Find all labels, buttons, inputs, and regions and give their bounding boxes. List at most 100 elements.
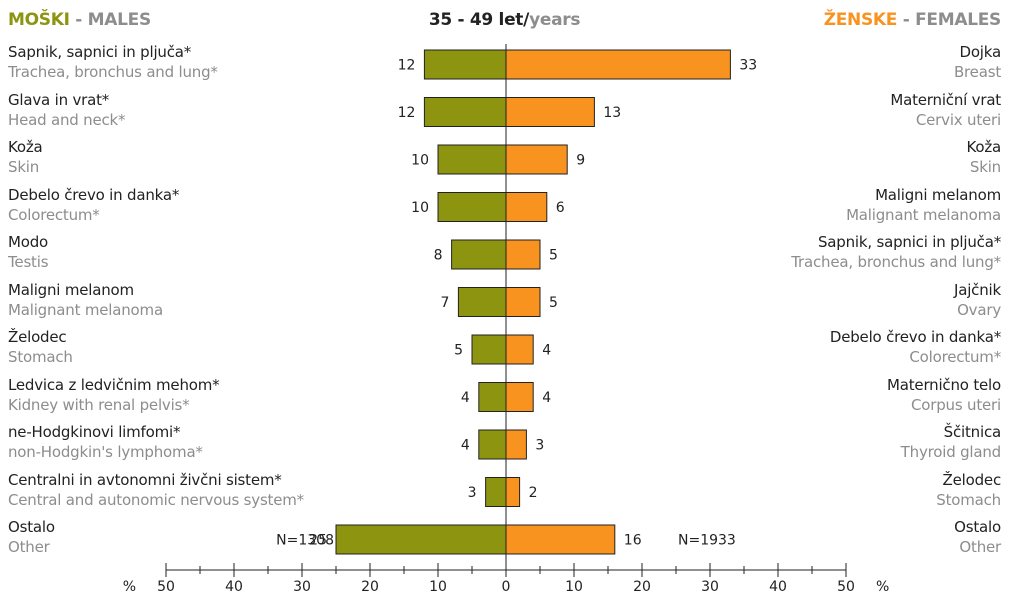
x-tick-label: 50 [157,579,175,595]
male-site-label-en: Malignant melanoma [8,300,163,319]
female-site-label-sl: Maternično telo [887,375,1001,394]
male-site-label-sl: Centralni in avtonomni živčni sistem* [8,470,282,489]
male-site-label: Debelo črevo in danka* Colorectum* [8,185,179,225]
male-bar [485,477,507,507]
female-bar-value: 2 [529,485,538,501]
female-bar [505,334,534,365]
male-site-label: Koža Skin [8,137,43,177]
male-site-label-sl: Želodec [8,328,67,346]
male-bar-value: 12 [398,58,416,74]
female-bar-value: 5 [549,295,558,311]
female-site-label: Materniční vrat Cervix uteri [890,90,1001,130]
female-site-label-sl: Želodec [942,470,1002,489]
female-site-label-en: Breast [953,63,1001,81]
male-site-label: ne-Hodgkinovi limfomi* non-Hodgkin's lymp… [8,422,203,462]
female-site-label-en: Trachea, bronchus and lung* [791,253,1001,271]
female-bar [505,144,568,175]
male-site-label-sl: Ledvica z ledvičnim mehom* [8,375,220,394]
female-bar-value: 4 [542,343,551,359]
female-site-label-sl: Debelo črevo in danka* [829,328,1001,346]
female-site-label-en: Other [959,538,1001,556]
x-tick-label: 10 [429,579,447,595]
male-site-label-en: Head and neck* [8,110,126,129]
male-site-label: Glava in vrat* Head and neck* [8,90,126,130]
female-site-label: Dojka Breast [954,42,1001,82]
male-bar [437,144,507,175]
female-site-label-en: Malignant melanoma [846,205,1001,224]
male-bar [457,287,507,317]
male-site-label-en: Trachea, bronchus and lung* [8,63,218,81]
female-bar [505,382,534,412]
male-site-label-en: Kidney with renal pelvis* [8,395,190,414]
female-bar [505,477,521,507]
x-tick-label: 20 [633,579,651,595]
female-site-label: Želodec Stomach [936,470,1001,510]
female-bar [505,49,731,80]
x-tick-label: 40 [225,579,243,595]
females-header-sep: - [897,10,916,30]
male-site-label: Ostalo Other [8,517,55,557]
female-bar [505,429,527,460]
female-site-label: Maternično telo Corpus uteri [887,375,1001,415]
female-site-label-sl: Ščitnica [943,423,1002,441]
x-unit-right: % [876,579,889,595]
male-bar [478,382,507,412]
female-site-label-sl: Dojka [959,43,1001,61]
female-bar-value: 6 [556,200,565,216]
male-bar-value: 8 [434,248,443,264]
males-n-label: N=1308 [276,533,334,549]
male-bar-value: 7 [440,295,449,311]
female-site-label-en: Colorectum* [909,348,1001,366]
female-site-label-sl: Materniční vrat [890,90,1001,109]
male-site-label-en: Colorectum* [8,205,100,224]
females-header-sl: ŽENSKE [823,10,898,30]
male-site-label-sl: Koža [8,138,43,156]
male-site-label-en: Other [8,538,50,556]
x-tick-label: 30 [701,579,719,595]
male-bar-value: 25 [309,533,327,549]
female-site-label: Ščitnica Thyroid gland [901,422,1002,462]
female-site-label-en: Skin [969,158,1001,176]
female-site-label: Jajčnik Ovary [954,280,1001,320]
male-site-label-sl: Glava in vrat* [8,90,110,109]
female-site-label: Maligni melanom Malignant melanoma [846,185,1001,225]
female-site-label-sl: Jajčnik [954,280,1001,299]
female-bar-value: 9 [576,153,585,169]
male-bar-value: 10 [411,153,429,169]
male-bar [423,49,507,80]
male-bar-value: 3 [468,485,477,501]
male-site-label-en: Stomach [8,348,73,366]
female-site-label-en: Cervix uteri [915,110,1001,129]
female-site-label: Koža Skin [966,137,1001,177]
male-site-label-sl: Modo [8,233,49,251]
female-site-label: Debelo črevo in danka* Colorectum* [830,327,1001,367]
female-bar-value: 4 [542,390,551,406]
x-tick-label: 40 [769,579,787,595]
female-bar-value: 33 [739,58,757,74]
female-bar [505,239,541,270]
female-site-label-en: Corpus uteri [911,395,1001,414]
male-site-label-en: Central and autonomic nervous system* [8,490,304,509]
female-bar [505,97,595,127]
male-bar-value: 4 [461,438,470,454]
female-site-label-sl: Maligni melanom [875,185,1001,204]
male-bar [437,192,507,222]
age-group-slash: / [523,10,530,30]
males-header-sl: MOŠKI [8,10,70,30]
female-site-label-sl: Ostalo [954,518,1001,536]
male-site-label-en: Testis [8,253,49,271]
female-site-label: Sapnik, sapnici in pljuča* Trachea, bronc… [791,232,1001,272]
female-site-label-sl: Sapnik, sapnici in pljuča* [817,233,1001,251]
male-bar [471,334,507,365]
male-site-label: Maligni melanom Malignant melanoma [8,280,163,320]
male-site-label: Želodec Stomach [8,327,73,367]
males-header-sep: - [69,10,88,30]
males-header: MOŠKI - MALES [8,10,151,30]
x-unit-left: % [123,579,136,595]
age-group-sl: 35 - 49 let [428,10,524,30]
age-group-en: years [529,10,581,30]
male-site-label: Sapnik, sapnici in pljuča* Trachea, bronc… [8,42,218,82]
x-tick-label: 30 [293,579,311,595]
male-bar-value: 5 [454,343,463,359]
